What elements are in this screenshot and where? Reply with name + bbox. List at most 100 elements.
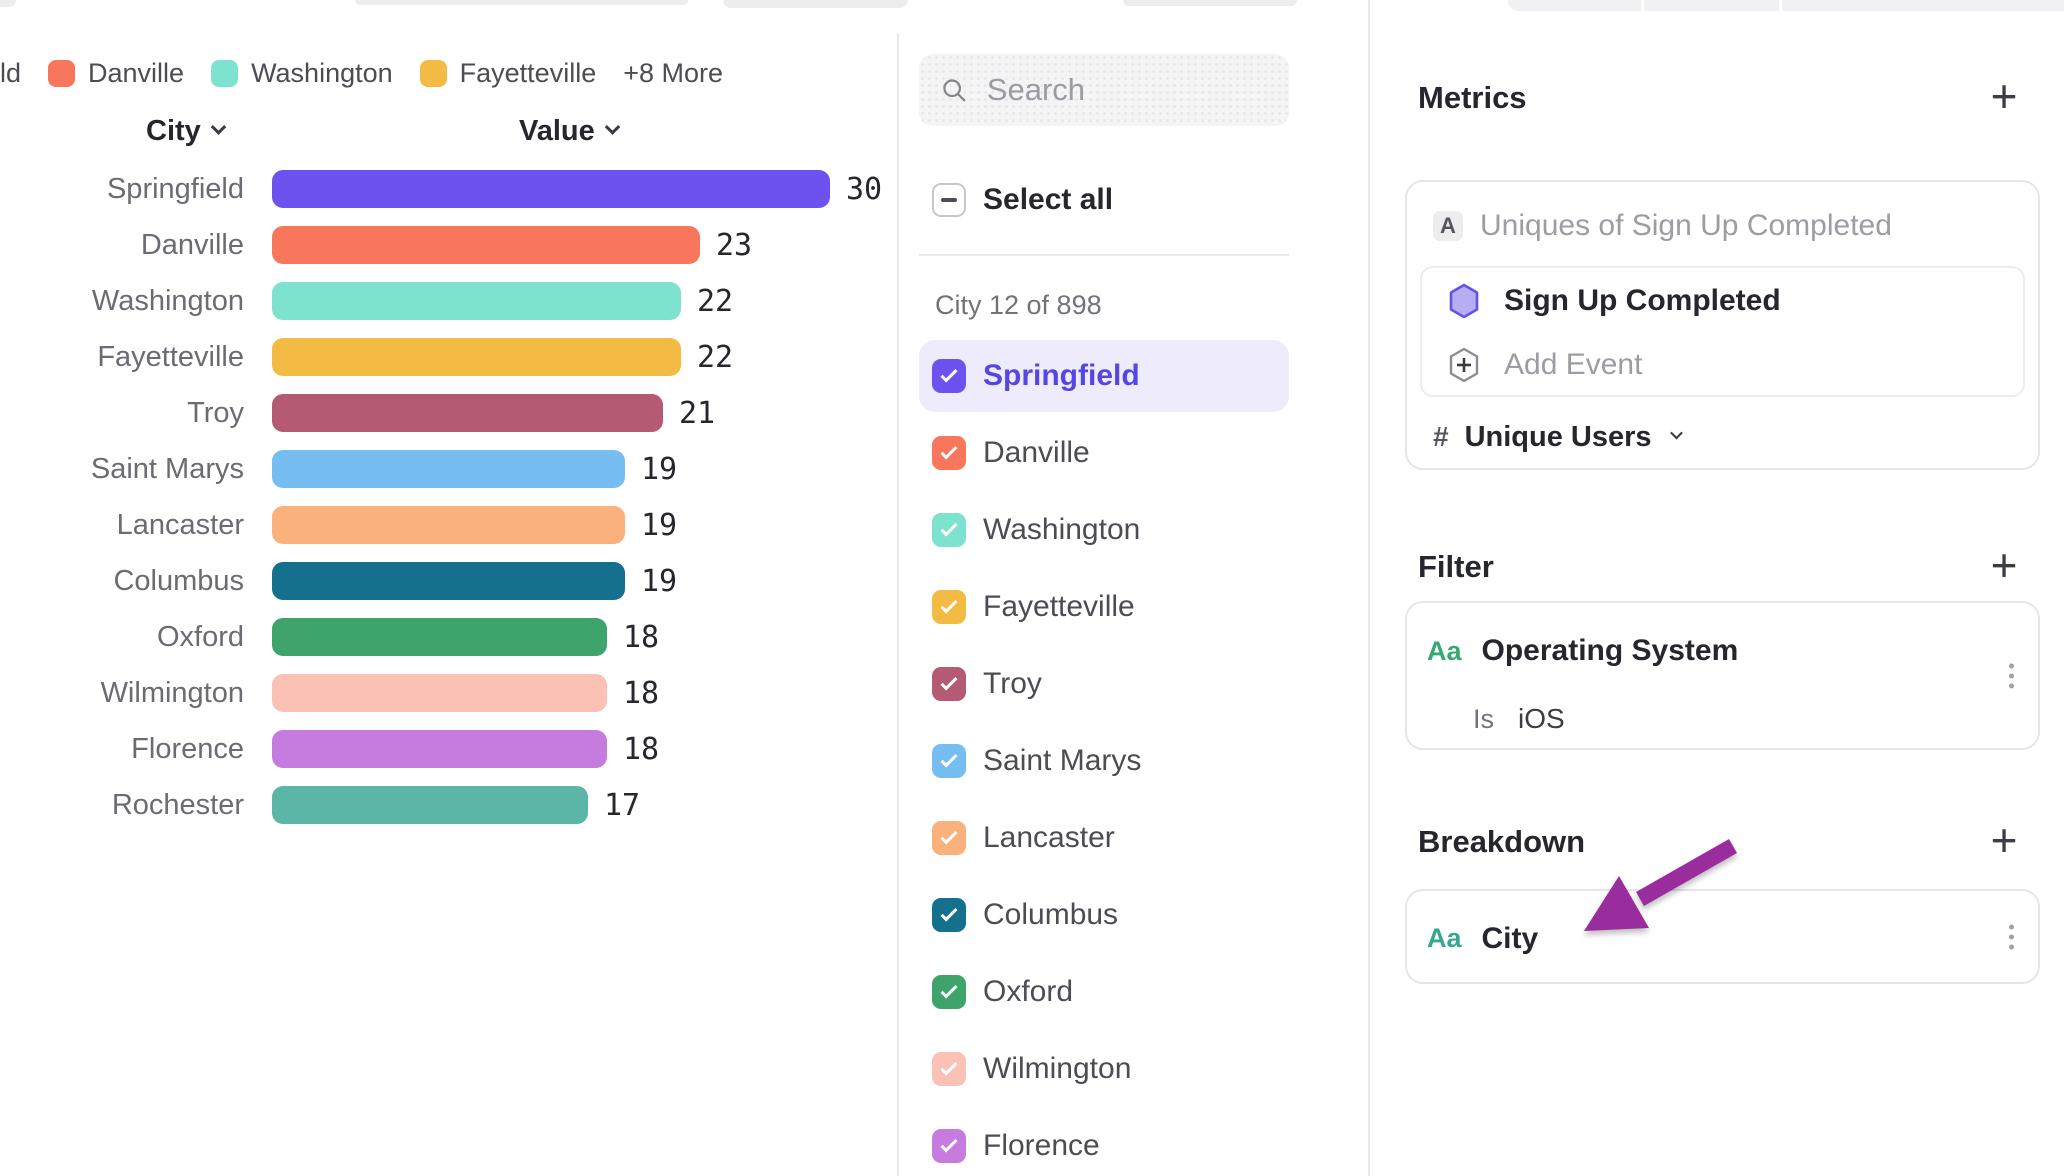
- city-list-item[interactable]: Wilmington: [919, 1033, 1289, 1105]
- filter-condition-row[interactable]: Is iOS: [1473, 699, 1565, 739]
- select-all-row[interactable]: Select all: [932, 183, 1113, 217]
- bar-value-label: 23: [716, 227, 753, 263]
- city-checkbox[interactable]: [932, 1052, 966, 1086]
- city-checkbox[interactable]: [932, 667, 966, 701]
- chevron-down-icon: [1669, 426, 1683, 439]
- query-builder-panel: Metrics + A Uniques of Sign Up Completed…: [1370, 0, 2064, 1176]
- search-input[interactable]: [986, 72, 1267, 108]
- bar[interactable]: [272, 170, 830, 208]
- legend-label: Washington: [251, 57, 393, 88]
- bar-row: Danville 23: [0, 217, 897, 273]
- city-list-item[interactable]: Fayetteville: [919, 571, 1289, 643]
- city-list-item[interactable]: Danville: [919, 417, 1289, 489]
- bar[interactable]: [272, 730, 607, 768]
- city-checkbox[interactable]: [932, 898, 966, 932]
- bar-zone: 30: [272, 170, 882, 208]
- city-list-item[interactable]: Columbus: [919, 879, 1289, 951]
- bar[interactable]: [272, 338, 681, 376]
- legend-swatch-icon: [48, 59, 76, 87]
- add-breakdown-button[interactable]: +: [1984, 817, 2024, 863]
- column-header-city[interactable]: City: [146, 115, 227, 148]
- breakdown-property-name: City: [1481, 921, 1539, 955]
- search-icon: [943, 79, 966, 102]
- bar[interactable]: [272, 786, 588, 824]
- tab-divider: [1779, 0, 1782, 11]
- city-list-item[interactable]: Washington: [919, 494, 1289, 566]
- checkmark-icon: [940, 519, 958, 537]
- search-box[interactable]: [919, 54, 1289, 126]
- city-checkbox[interactable]: [932, 436, 966, 470]
- add-metric-button[interactable]: +: [1984, 73, 2024, 119]
- bar-category-label: Troy: [187, 396, 244, 429]
- legend-more-button[interactable]: +8 More: [623, 57, 724, 88]
- city-label: Washington: [983, 513, 1141, 546]
- city-label: Troy: [983, 667, 1042, 700]
- breakdown-menu-button[interactable]: [2009, 924, 2014, 949]
- bar-category-label: Saint Marys: [90, 452, 244, 485]
- bar-category-label: Columbus: [113, 564, 244, 597]
- city-checkbox[interactable]: [932, 975, 966, 1009]
- bar-category-label: Florence: [131, 732, 244, 765]
- filter-menu-button[interactable]: [2009, 663, 2014, 688]
- add-event-label: Add Event: [1504, 347, 1643, 381]
- string-type-icon: Aa: [1427, 923, 1462, 953]
- event-row[interactable]: Sign Up Completed: [1448, 268, 1781, 333]
- checkmark-icon: [940, 827, 958, 845]
- city-checkbox[interactable]: [932, 1129, 966, 1163]
- plus-icon: +: [1990, 539, 2018, 591]
- checkmark-icon: [940, 981, 958, 999]
- bar[interactable]: [272, 282, 681, 320]
- bar[interactable]: [272, 394, 663, 432]
- city-label: Oxford: [983, 975, 1074, 1008]
- legend-item[interactable]: Fayetteville: [419, 57, 597, 89]
- metric-card[interactable]: A Uniques of Sign Up Completed Sign Up C…: [1405, 180, 2040, 470]
- bar-row: Columbus 19: [0, 553, 897, 609]
- column-header-value[interactable]: Value: [519, 115, 621, 148]
- bar-row: Springfield 30: [0, 161, 897, 217]
- breakdown-section-title: Breakdown: [1418, 824, 1586, 859]
- city-checkbox[interactable]: [932, 359, 966, 393]
- city-list-item[interactable]: Oxford: [919, 956, 1289, 1028]
- bar-value-label: 19: [641, 451, 678, 487]
- aggregation-selector[interactable]: # Unique Users: [1433, 417, 1683, 457]
- bar-row: Troy 21: [0, 385, 897, 441]
- filter-value: iOS: [1518, 703, 1565, 734]
- city-list-item[interactable]: Troy: [919, 648, 1289, 720]
- city-checkbox[interactable]: [932, 744, 966, 778]
- city-list-item[interactable]: Florence: [919, 1110, 1289, 1176]
- city-list-item[interactable]: Springfield: [919, 340, 1289, 412]
- legend-item[interactable]: Washington: [211, 58, 393, 89]
- bar[interactable]: [272, 674, 607, 712]
- add-event-row[interactable]: Add Event: [1448, 332, 1642, 397]
- bar[interactable]: [272, 450, 625, 488]
- chart-legend: ld Danville Washington Fayetteville +8 More: [0, 58, 723, 88]
- select-all-checkbox[interactable]: [932, 183, 966, 217]
- city-picker-panel: Select all City 12 of 898 Springfield Dan…: [899, 0, 1368, 1176]
- city-checkbox[interactable]: [932, 513, 966, 547]
- add-filter-button[interactable]: +: [1984, 539, 2024, 591]
- legend-item[interactable]: ld: [0, 58, 21, 89]
- bar-value-label: 18: [623, 675, 660, 711]
- view-tabs-cutoff[interactable]: [1508, 0, 2064, 11]
- city-checkbox[interactable]: [932, 590, 966, 624]
- legend-label: Fayetteville: [459, 57, 597, 88]
- bar[interactable]: [272, 562, 625, 600]
- city-list-item[interactable]: Saint Marys: [919, 725, 1289, 797]
- column-header-city-label: City: [146, 115, 201, 147]
- number-icon: #: [1433, 421, 1449, 452]
- breakdown-property-row: Aa City: [1427, 891, 2018, 986]
- bar[interactable]: [272, 506, 625, 544]
- city-count-label: City 12 of 898: [935, 290, 1102, 320]
- bar[interactable]: [272, 226, 700, 264]
- breakdown-card[interactable]: Aa City: [1405, 889, 2040, 984]
- bar[interactable]: [272, 618, 607, 656]
- bar-row: Washington 22: [0, 273, 897, 329]
- filter-card[interactable]: Aa Operating System Is iOS: [1405, 601, 2040, 750]
- bar-zone: 21: [272, 394, 715, 432]
- city-checkbox[interactable]: [932, 821, 966, 855]
- bar-zone: 18: [272, 618, 659, 656]
- bar-row: Florence 18: [0, 721, 897, 777]
- legend-item[interactable]: Danville: [48, 58, 184, 89]
- city-list-item[interactable]: Lancaster: [919, 802, 1289, 874]
- city-label: Danville: [983, 436, 1090, 469]
